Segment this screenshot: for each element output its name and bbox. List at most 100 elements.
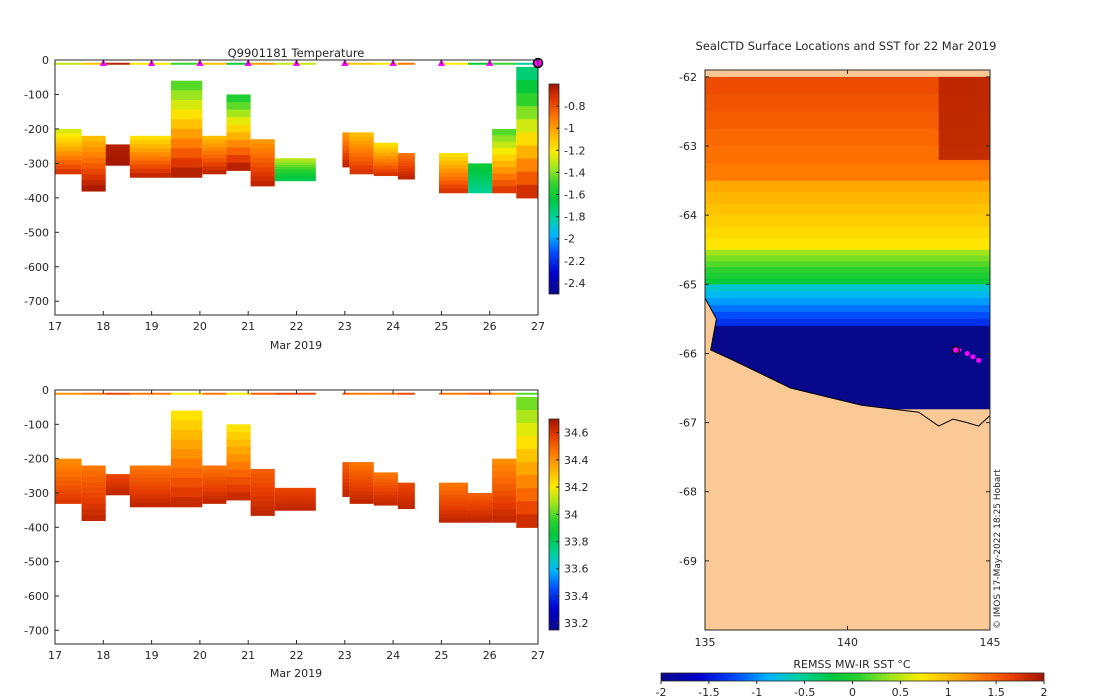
profile-cell — [274, 492, 316, 496]
y-tick-label: -66 — [679, 347, 697, 360]
profile-cell — [349, 499, 374, 504]
profile-cell — [274, 503, 316, 507]
profile-cell — [81, 141, 106, 148]
profile-cell — [342, 156, 350, 161]
profile-cell — [105, 492, 130, 496]
profile-cell — [105, 163, 130, 166]
profile-cell — [467, 507, 493, 512]
profile-cell — [397, 155, 415, 159]
profile-cell — [105, 488, 130, 492]
profile-cell — [202, 147, 227, 152]
profile-cell — [81, 471, 106, 478]
profile-cell — [250, 167, 275, 173]
x-tick-label: 26 — [483, 649, 497, 662]
profile-column — [438, 392, 468, 523]
sst-band — [705, 267, 990, 274]
profile-cell — [373, 498, 398, 503]
sst-field — [705, 76, 990, 630]
profile-cell — [250, 176, 275, 182]
profile-cell — [516, 79, 538, 94]
sst-band — [705, 249, 990, 257]
sst-band — [705, 146, 990, 164]
profile-cell — [105, 484, 130, 488]
profile-cell — [250, 492, 275, 498]
profile-cell — [438, 157, 468, 162]
y-tick-label: -69 — [679, 555, 697, 568]
profile-cell — [81, 185, 106, 192]
colorbar-tick-label: 33.8 — [564, 536, 589, 549]
x-tick-label: 27 — [531, 649, 545, 662]
surface-streak — [373, 392, 398, 395]
profile-cell — [349, 478, 374, 484]
profile-cell — [105, 156, 130, 160]
profile-cell — [349, 165, 374, 171]
profile-cell — [202, 135, 227, 141]
profile-column — [81, 392, 106, 522]
x-tick-label: 17 — [48, 649, 62, 662]
profile-cell — [492, 503, 517, 511]
profile-cell — [129, 465, 171, 471]
sst-band — [705, 298, 990, 306]
sst-band — [705, 325, 990, 341]
sst-band — [705, 272, 990, 280]
sst-warm-patch — [938, 76, 990, 160]
profile-cell — [467, 495, 493, 500]
x-tick-label: 22 — [290, 320, 304, 333]
profile-cell — [438, 510, 468, 515]
profile-cell — [373, 172, 398, 177]
y-tick-label: -64 — [679, 209, 697, 222]
profile-cell — [105, 486, 130, 490]
profile-cell — [492, 484, 517, 491]
profile-cell — [397, 171, 415, 175]
profile-cell — [467, 519, 493, 523]
profile-cell — [438, 482, 468, 488]
map-y-ticks: -62 -63 -64 -65 -66 -67 -68 -69 — [679, 71, 990, 568]
profile-cell — [81, 146, 106, 153]
colorbar-tick-label: 34.2 — [564, 481, 589, 494]
profile-column — [492, 62, 517, 194]
sst-band — [705, 278, 990, 285]
x-tick-label: 21 — [241, 649, 255, 662]
profile-cell — [516, 514, 538, 528]
profile-cell — [274, 160, 316, 164]
profile-cell — [226, 102, 251, 111]
x-tick-label: 18 — [96, 320, 110, 333]
profile-cell — [342, 462, 350, 467]
profile-cell — [342, 468, 350, 473]
profile-cell — [250, 468, 275, 475]
x-tick-label: 24 — [386, 649, 400, 662]
profile-cell — [81, 152, 106, 159]
profile-cell — [438, 498, 468, 504]
profile-cell — [55, 169, 82, 175]
profile-cell — [467, 183, 493, 188]
profile-column — [226, 392, 251, 501]
profile-column — [170, 392, 203, 508]
profile-cell — [55, 128, 82, 134]
profile-cell — [438, 160, 468, 166]
profile-cell — [349, 495, 374, 500]
profile-cell — [373, 149, 398, 154]
profile-cell — [397, 153, 415, 157]
profile-cell — [438, 168, 468, 174]
profile-cell — [438, 502, 468, 507]
profile-cell — [226, 477, 251, 486]
profile-cell — [492, 167, 517, 175]
profile-cell — [349, 466, 374, 471]
colorbar-tick-label: -1.8 — [564, 211, 585, 224]
profile-cell — [170, 458, 203, 469]
profile-cell — [467, 163, 493, 167]
profile-cell — [438, 172, 468, 178]
profile-cell — [250, 496, 275, 502]
profile-cell — [342, 479, 350, 484]
profile-cell — [81, 179, 106, 187]
profile-cell — [373, 162, 398, 167]
surface-streak — [349, 62, 374, 65]
profile-cell — [492, 179, 517, 187]
surface-streak — [274, 392, 316, 395]
profile-cell — [342, 153, 350, 158]
profile-column — [397, 62, 415, 180]
surface-streak — [226, 62, 251, 65]
sst-band — [705, 318, 990, 327]
profile-cell — [226, 155, 251, 164]
profile-cell — [55, 164, 82, 170]
